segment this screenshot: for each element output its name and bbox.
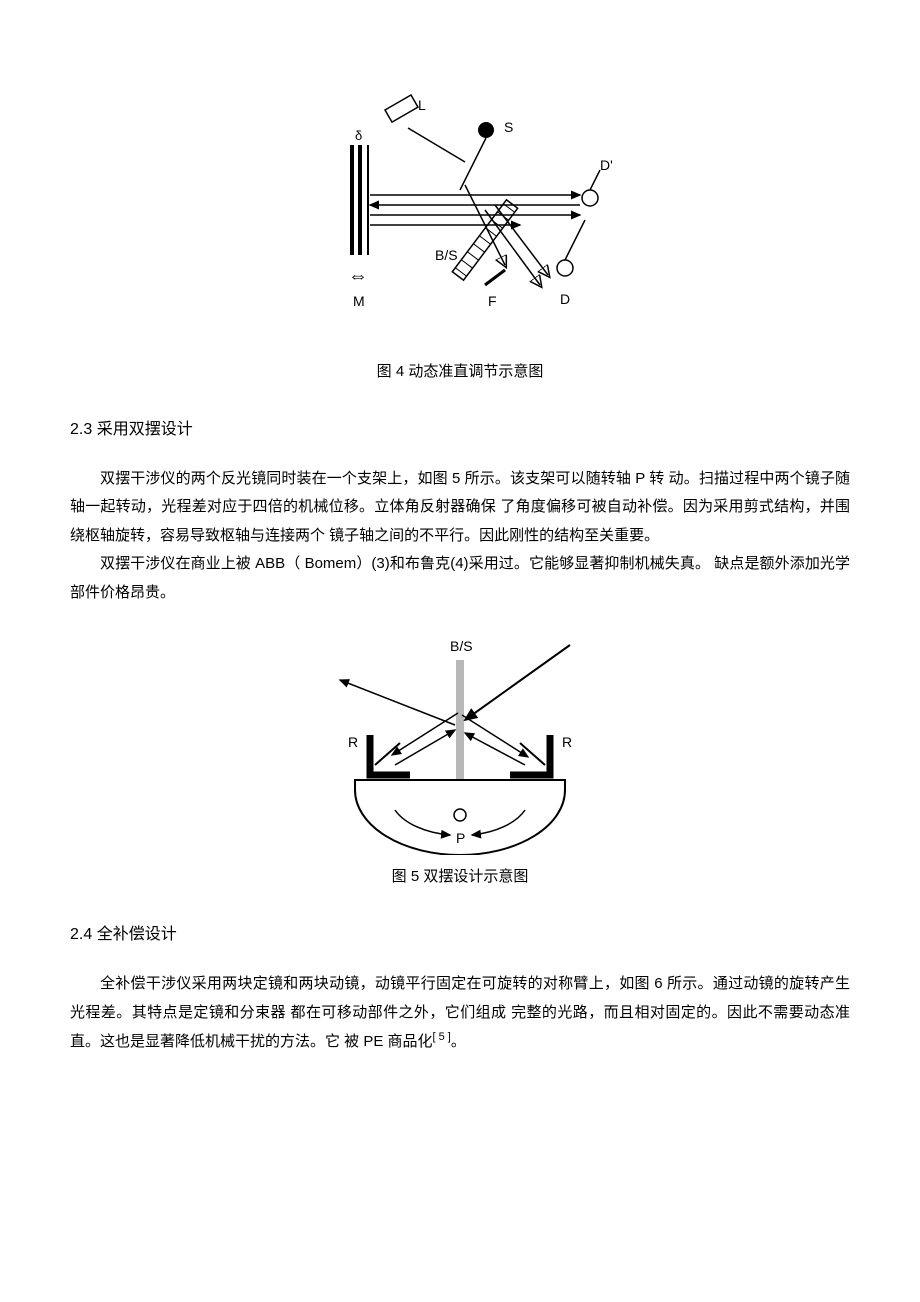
figure-4-svg: δ ⇔ M L S B/S (290, 90, 630, 320)
section-2-3-p2: 双摆干涉仪在商业上被 ABB（ Bomem）(3)和布鲁克(4)采用过。它能够显… (70, 550, 850, 607)
fig5-label-R1: R (348, 734, 358, 750)
figure-5-caption: 图 5 双摆设计示意图 (70, 863, 850, 892)
section-2-4-p1b: 。 (451, 1033, 466, 1050)
section-2-4-ref5: [ 5 ] (433, 1031, 451, 1043)
figure-4-caption: 图 4 动态准直调节示意图 (70, 358, 850, 387)
fig4-label-L: L (418, 97, 426, 113)
fig4-label-S: S (504, 119, 513, 135)
section-2-4-heading: 2.4 全补偿设计 (70, 920, 850, 950)
fig5-label-P: P (456, 830, 465, 846)
fig4-label-Dp: D' (600, 157, 613, 173)
figure-4: δ ⇔ M L S B/S (70, 90, 850, 387)
section-2-4-p1: 全补偿干涉仪采用两块定镜和两块动镜，动镜平行固定在可旋转的对称臂上，如图 6 所… (70, 970, 850, 1057)
fig5-label-BS: B/S (450, 638, 473, 654)
section-2-3-p1: 双摆干涉仪的两个反光镜同时装在一个支架上，如图 5 所示。该支架可以随转轴 P … (70, 465, 850, 551)
figure-5-svg: B/S P R R (300, 635, 620, 855)
fig4-label-D: D (560, 291, 570, 307)
fig4-label-F: F (488, 293, 497, 309)
fig4-label-BS: B/S (435, 247, 458, 263)
section-2-3-heading: 2.3 采用双摆设计 (70, 415, 850, 445)
fig4-label-M: M (353, 293, 365, 309)
fig4-label-delta: δ (355, 128, 362, 143)
figure-5: B/S P R R 图 5 双摆设计示意图 (70, 635, 850, 892)
fig5-label-R2: R (562, 734, 572, 750)
fig4-label-arrow: ⇔ (348, 265, 368, 287)
